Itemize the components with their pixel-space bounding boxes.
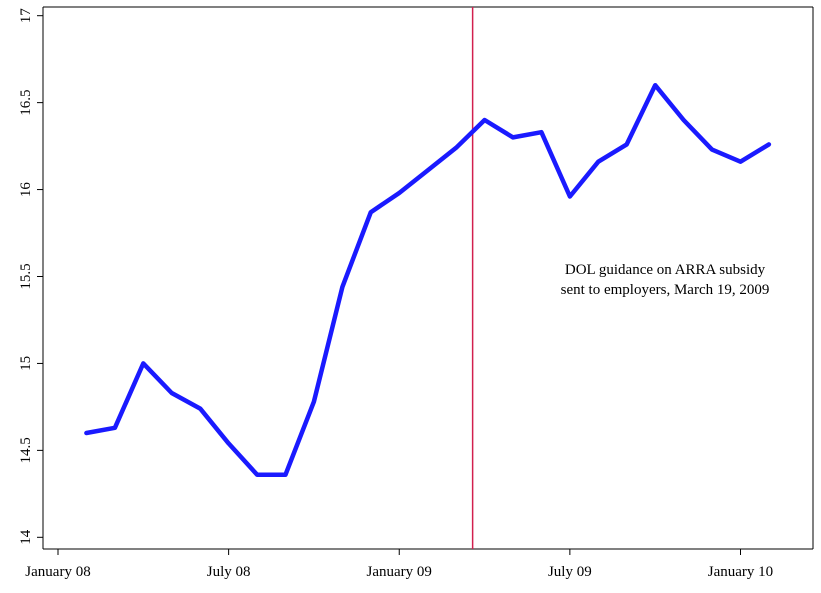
x-tick-label: January 10 (708, 564, 773, 580)
plot-frame (42, 6, 814, 550)
annotation-group: DOL guidance on ARRA subsidy sent to empl… (561, 262, 770, 298)
annotation-text: sent to employers, March 19, 2009 (561, 282, 770, 298)
series-group (84, 82, 772, 477)
x-tick-label: January 09 (367, 564, 432, 580)
y-tick-label: 14 (18, 529, 34, 545)
axes: 14 14.5 15 15.5 16 16.5 17 January 08 July 08 Jan… (18, 8, 773, 580)
x-tick-label: January 08 (25, 564, 90, 580)
x-tick-label: July 08 (207, 564, 251, 580)
y-tick-label: 14.5 (18, 437, 34, 463)
y-tick-label: 15.5 (18, 263, 34, 289)
x-tick-label: July 09 (548, 564, 592, 580)
y-tick-label: 16.5 (18, 90, 34, 116)
annotation-text: DOL guidance on ARRA subsidy (565, 262, 766, 278)
y-tick-label: 16 (18, 182, 34, 198)
y-tick-label: 17 (18, 8, 34, 24)
y-tick-label: 15 (18, 356, 34, 371)
